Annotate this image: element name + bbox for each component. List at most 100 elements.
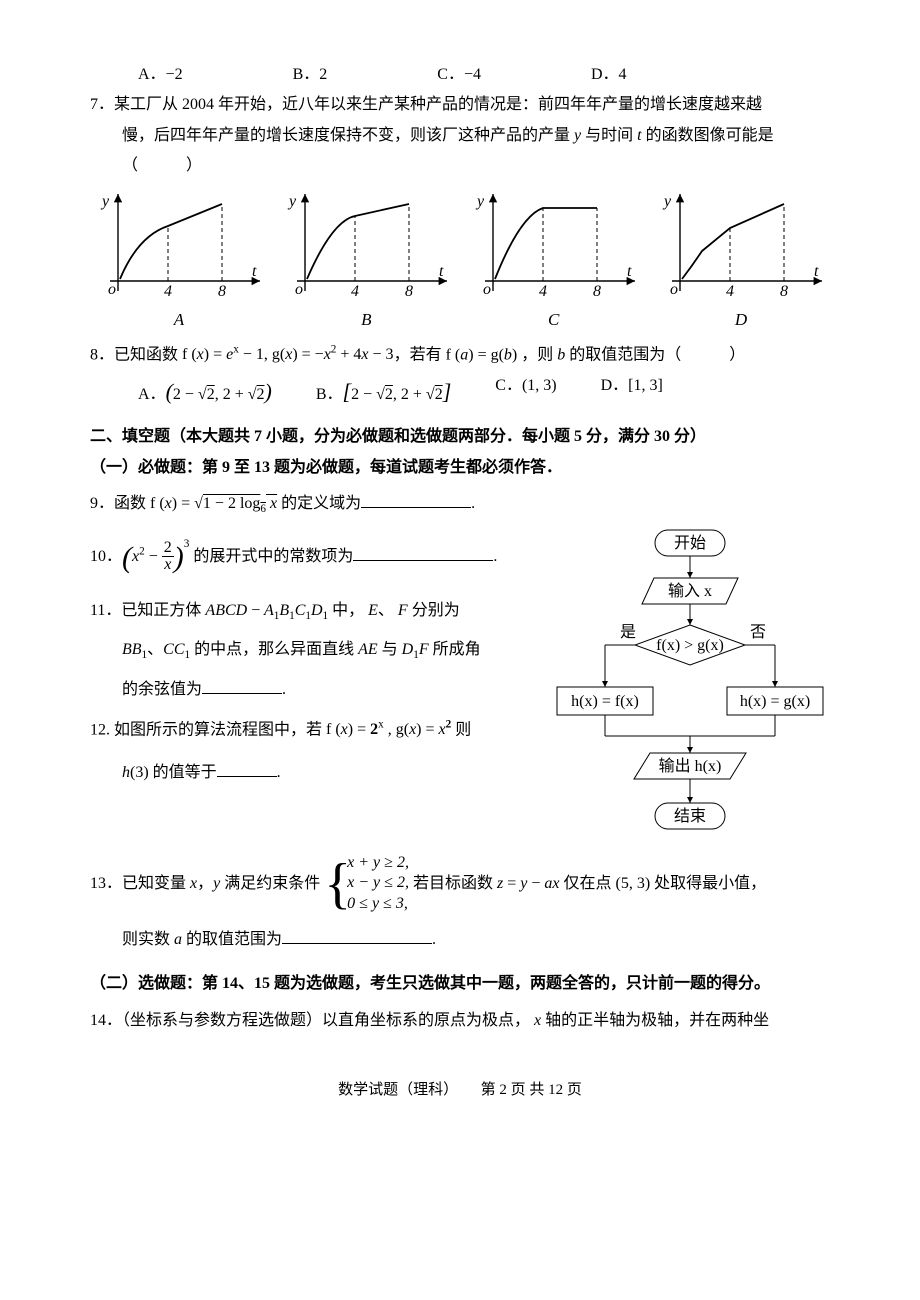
q8-math1: f (x) = ex − 1, g(x) = −x2 + 4x − 3 [182,346,394,363]
q7-chart-d-svg: y t o 4 8 [652,186,830,306]
q10-blank [353,545,493,560]
q11-math3: CC1 [163,641,190,658]
q13-c1: x + y ≥ 2, [347,854,409,871]
q14-tail: 轴的正半轴为极轴，并在两种坐 [541,1012,769,1029]
section2b-heading: （二）选做题：第 14、15 题为选做题，考生只选做其中一题，两题全答的，只计前… [90,969,830,999]
q11-line2: BB1、CC1 的中点，那么异面直线 AE 与 D1F 所成角 [90,635,540,666]
q11-sep: 、 [378,602,398,619]
q13-c2: x − y ≤ 2, [347,874,409,891]
q10-post: 的展开式中的常数项为 [189,548,353,565]
q8-pre: 8．已知函数 [90,346,182,363]
q8-mid2: ，则 [517,346,557,363]
q11-line3: 的余弦值为. [90,675,540,705]
flow-hf-label: h(x) = f(x) [571,693,639,710]
q6-opt-c: C．−4 [437,60,481,90]
q7-text: 7．某工厂从 2004 年开始，近八年以来生产某种产品的情况是：前四年年产量的增… [90,90,830,120]
svg-text:t: t [252,263,257,280]
q11-l1-post: 分别为 [408,602,460,619]
q11-l2-mid2: 与 [378,641,402,658]
q7-mid: 与时间 [581,127,637,144]
q8: 8．已知函数 f (x) = ex − 1, g(x) = −x2 + 4x −… [90,340,830,371]
q11-l2-post: 所成角 [429,641,481,658]
q6-opt-a: A．−2 [138,60,183,90]
svg-text:o: o [483,281,491,298]
q7-chart-b: y t o 4 8 B [277,186,455,336]
q7-tail: 的函数图像可能是 [642,127,774,144]
q7-chart-c: y t o 4 8 C [465,186,643,336]
q7-chart-a-svg: y t o 4 8 [90,186,268,306]
svg-text:4: 4 [539,283,547,300]
q7-line2a: 慢，后四年年产量的增长速度保持不变，则该厂这种产品的产量 [122,127,574,144]
q11-l1-mid: 中， [328,602,368,619]
q13-a: a [174,931,182,948]
q13-pre: 13．已知变量 [90,875,190,892]
flow-cond-label: f(x) > g(x) [656,637,724,654]
svg-text:t: t [439,263,444,280]
section2-heading: 二、填空题（本大题共 7 小题，分为必做题和选做题两部分．每小题 5 分，满分 … [90,422,830,452]
q12-line2: h(3) 的值等于. [90,758,540,788]
q11-l2-mid: 的中点，那么异面直线 [190,641,358,658]
q13-point: (5, 3) [615,875,650,892]
q11: 11．已知正方体 ABCD − A1B1C1D1 中， E、 F 分别为 [90,596,540,627]
q7-chart-a: y t o 4 8 A [90,186,268,336]
q11-math1: ABCD − A1B1C1D1 [205,602,328,619]
q13-l2-post: 的取值范围为 [182,931,282,948]
q11-math5: D1F [402,641,429,658]
svg-text:4: 4 [726,283,734,300]
flow-end-label: 结束 [674,807,706,825]
q8-opt-d: D．[1, 3] [601,371,663,413]
q9-math: f (x) = √1 − 2 log6 x [150,495,277,512]
q8-math2: f (a) = g(b) [446,346,518,363]
q11-math4: AE [358,641,378,658]
q7-line2-wrap: 慢，后四年年产量的增长速度保持不变，则该厂这种产品的产量 y 与时间 t 的函数… [90,121,830,151]
q13-m1: ， [197,875,213,892]
svg-text:4: 4 [351,283,359,300]
q7-paren: （ ） [90,151,830,181]
q11-blank [202,678,282,693]
q8-options: A．(2 − √2, 2 + √2) B．[2 − √2, 2 + √2] C．… [90,371,830,413]
q7-chart-b-label: B [361,304,371,336]
q13-constraints: x + y ≥ 2, x − y ≤ 2, 0 ≤ y ≤ 3, [347,853,409,915]
q13-blank [282,929,432,944]
q9: 9．函数 f (x) = √1 − 2 log6 x 的定义域为. [90,489,830,520]
q12-l1-post: 则 [451,721,471,738]
q11-l1-pre: 11．已知正方体 [90,602,205,619]
q8-opt-b: B．[2 − √2, 2 + √2] [316,371,451,413]
q12-l2-post: 的值等于 [149,764,217,781]
q10-12-text: 10．(x2 − 2x)3 的展开式中的常数项为. 11．已知正方体 ABCD … [90,521,540,788]
page: A．−2 B．2 C．−4 D．4 7．某工厂从 2004 年开始，近八年以来生… [0,0,920,1145]
flowchart: 开始 输入 x f(x) > g(x) 是 否 h(x) = f(x) h(x)… [550,521,830,841]
q8-opt-c: C．(1, 3) [495,371,556,413]
q14-text: 14．（坐标系与参数方程选做题）以直角坐标系的原点为极点， [90,1012,534,1029]
flow-output-label: 输出 h(x) [659,757,722,775]
q13-c3: 0 ≤ y ≤ 3, [347,895,408,912]
svg-text:o: o [108,281,116,298]
q9-post: 的定义域为 [277,495,361,512]
q7-chart-a-label: A [174,304,184,336]
svg-text:t: t [627,263,632,280]
svg-text:8: 8 [218,283,226,300]
q8-opt-a: A．(2 − √2, 2 + √2) [138,371,272,413]
q13-m4: 仅在点 [559,875,615,892]
page-footer: 数学试题（理科） 第 2 页 共 12 页 [90,1076,830,1105]
q6-opt-b: B．2 [293,60,328,90]
q12-blank [217,761,277,776]
q13: 13．已知变量 x，y 满足约束条件 { x + y ≥ 2, x − y ≤ … [90,853,830,915]
footer-left: 数学试题（理科） [338,1082,458,1098]
flow-input-label: 输入 x [668,582,712,600]
svg-text:t: t [814,263,819,280]
svg-text:y: y [100,193,110,210]
q14: 14．（坐标系与参数方程选做题）以直角坐标系的原点为极点， x 轴的正半轴为极轴… [90,1006,830,1036]
q8-tail: 的取值范围为（ ） [565,346,745,363]
svg-text:y: y [662,193,672,210]
q13-l2-pre: 则实数 [122,931,174,948]
flow-hg-label: h(x) = g(x) [740,693,810,710]
q7-line1: 7．某工厂从 2004 年开始，近八年以来生产某种产品的情况是：前四年年产量的增… [90,96,762,113]
q7-chart-c-svg: y t o 4 8 [465,186,643,306]
q7-chart-d-label: D [735,304,747,336]
q10-pre: 10． [90,548,122,565]
flow-yes: 是 [620,624,636,641]
svg-text:y: y [287,193,297,210]
q13-m2: 满足约束条件 [220,875,324,892]
flow-start-label: 开始 [674,534,706,552]
